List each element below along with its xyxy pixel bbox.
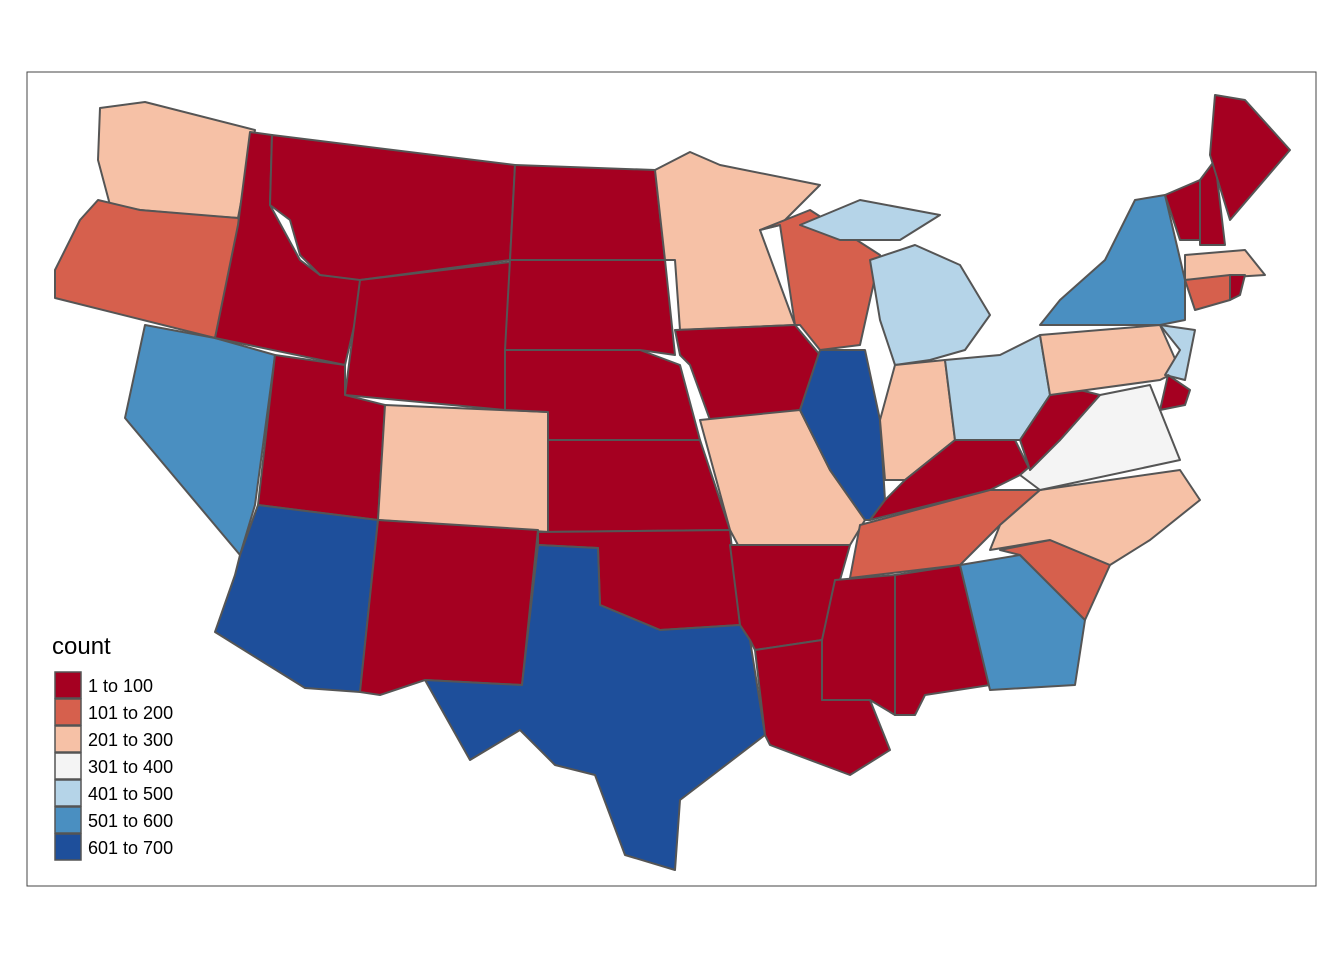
state (869, 439, 1031, 521)
state (989, 469, 1201, 566)
state (359, 519, 539, 696)
state (1229, 274, 1246, 301)
state (1159, 324, 1196, 381)
state (1184, 249, 1266, 281)
legend-swatch (54, 806, 82, 834)
state (509, 164, 666, 261)
legend-label: 101 to 200 (88, 703, 173, 723)
state (344, 261, 511, 411)
legend-label: 301 to 400 (88, 757, 173, 777)
state (869, 244, 991, 366)
legend-swatch (54, 752, 82, 780)
legend-label: 501 to 600 (88, 811, 173, 831)
legend-label: 401 to 500 (88, 784, 173, 804)
legend-label: 601 to 700 (88, 838, 173, 858)
state (799, 199, 941, 241)
state (424, 544, 766, 871)
legend-swatch (54, 779, 82, 807)
legend: 1 to 100 101 to 200 201 to 300 301 to 400 40… (54, 671, 173, 861)
state (1159, 374, 1191, 411)
legend-swatch (54, 698, 82, 726)
legend-label: 1 to 100 (88, 676, 153, 696)
state (547, 439, 731, 533)
state (1209, 94, 1291, 221)
legend-swatch (54, 725, 82, 753)
state (1199, 159, 1226, 246)
legend-label: 201 to 300 (88, 730, 173, 750)
legend-swatch (54, 833, 82, 861)
states (54, 94, 1291, 871)
state (504, 259, 676, 356)
state (821, 574, 896, 716)
state (377, 404, 549, 533)
legend-swatch (54, 671, 82, 699)
legend-title: count (52, 633, 111, 660)
